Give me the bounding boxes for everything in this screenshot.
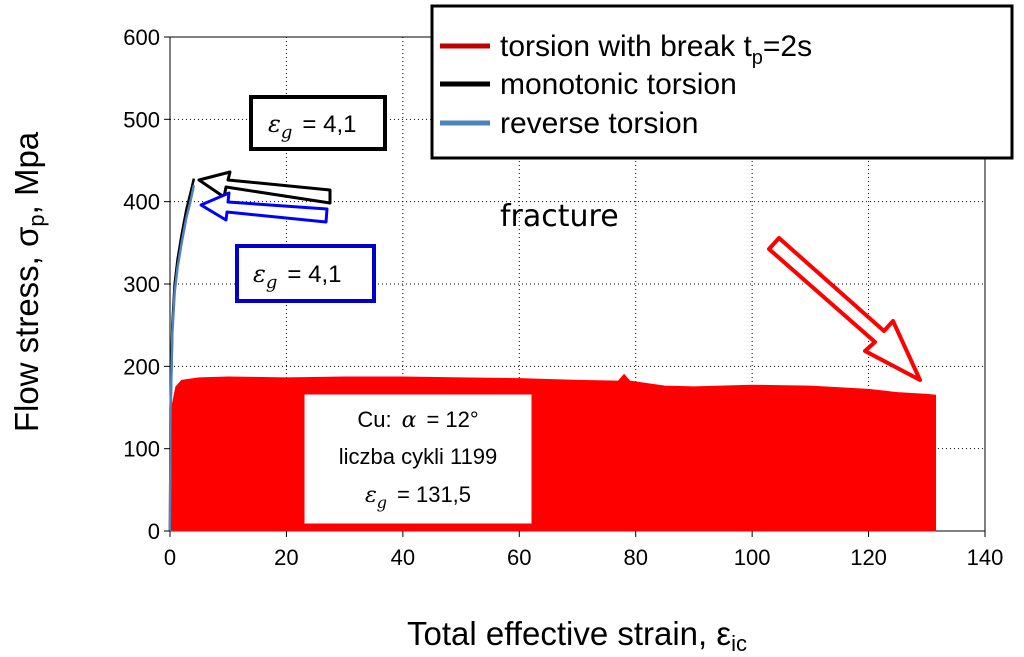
cu-info-line1: Cu: α = 12°: [357, 407, 478, 433]
y-axis-title: Flow stress, σp, Mpa: [8, 131, 49, 432]
x-tick-label: 140: [967, 545, 1004, 570]
y-tick-label: 400: [123, 190, 160, 215]
reverse-strain-box: [235, 244, 376, 303]
monotonic-strain-annotation: εg = 4,1: [249, 95, 387, 151]
fracture-arrow: [767, 236, 922, 382]
x-ticks: 0 20 40 60 80 100 120 140: [164, 531, 1003, 570]
x-axis-title: Total effective strain, εic: [407, 615, 747, 656]
legend-label-break: torsion with break tp=2s: [500, 30, 812, 69]
reverse-strain-annotation: εg = 4,1: [235, 244, 376, 303]
y-tick-label: 100: [123, 437, 160, 462]
reverse-strain-label: εg = 4,1: [253, 260, 341, 293]
legend-box: [430, 4, 1014, 160]
cu-info-line3: εg = 131,5: [365, 482, 471, 512]
x-tick-label: 80: [623, 545, 647, 570]
x-tick-label: 120: [850, 545, 887, 570]
x-tick-label: 40: [391, 545, 415, 570]
y-tick-label: 300: [123, 272, 160, 297]
fracture-label: fracture: [500, 199, 619, 234]
x-tick-label: 20: [274, 545, 298, 570]
series-area-torsion-break: [169, 373, 937, 532]
x-tick-label: 0: [164, 545, 176, 570]
y-tick-label: 500: [123, 107, 160, 132]
y-tick-label: 200: [123, 354, 160, 379]
y-ticks: 0 100 200 300 400 500 600: [123, 25, 170, 544]
legend-label-reverse: reverse torsion: [500, 107, 698, 140]
y-tick-label: 0: [148, 519, 160, 544]
cu-info-annotation: Cu: α = 12° liczba cykli 1199 εg = 131,5: [304, 394, 532, 524]
monotonic-arrow: [197, 170, 332, 205]
monotonic-strain-label: εg = 4,1: [268, 110, 356, 143]
monotonic-strain-box: [249, 95, 387, 151]
reverse-arrow: [199, 191, 329, 224]
x-tick-label: 60: [507, 545, 531, 570]
legend-label-monotonic: monotonic torsion: [500, 68, 737, 101]
series-line-reverse: [168, 184, 196, 532]
x-tick-label: 100: [734, 545, 771, 570]
cu-info-box: [304, 394, 532, 524]
y-tick-label: 600: [123, 25, 160, 50]
cu-info-line2: liczba cykli 1199: [339, 444, 498, 469]
legend: torsion with break tp=2s monotonic torsi…: [430, 4, 1014, 160]
